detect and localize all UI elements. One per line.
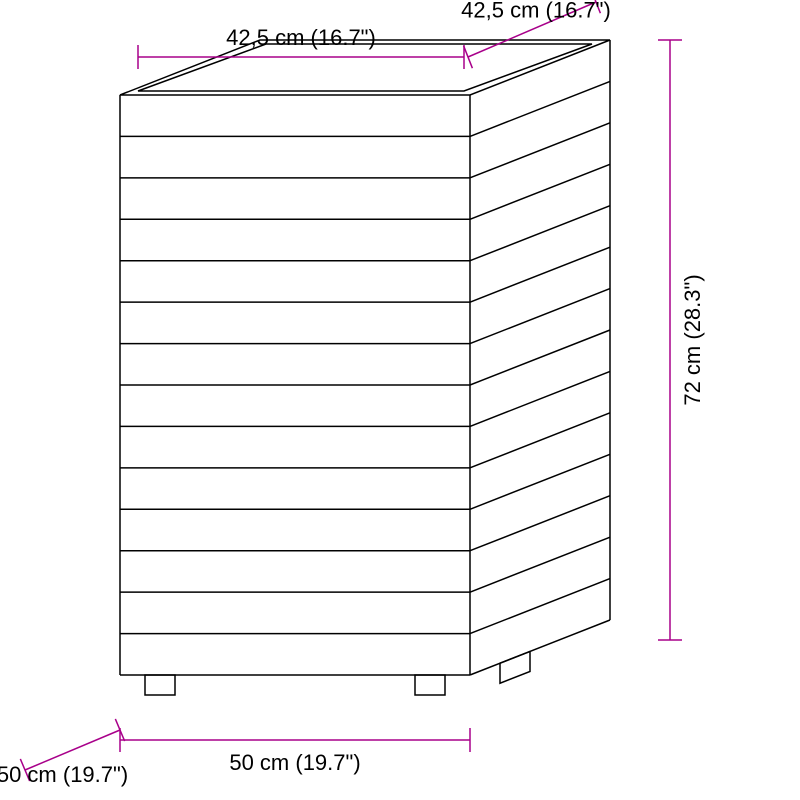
dim-bottom-left-label: 50 cm (19.7")	[0, 762, 128, 787]
dim-top-left-label: 42,5 cm (16.7")	[226, 25, 376, 50]
dim-bottom-right-label: 50 cm (19.7")	[229, 750, 360, 775]
diagram-stage: 42,5 cm (16.7") 42,5 cm (16.7") 72 cm (28.…	[0, 0, 800, 800]
dimension-lines: 42,5 cm (16.7") 42,5 cm (16.7") 72 cm (28.…	[0, 0, 705, 787]
dim-top-right-label: 42,5 cm (16.7")	[461, 0, 611, 23]
dim-right-label: 72 cm (28.3")	[680, 274, 705, 405]
planter-box	[120, 40, 610, 695]
